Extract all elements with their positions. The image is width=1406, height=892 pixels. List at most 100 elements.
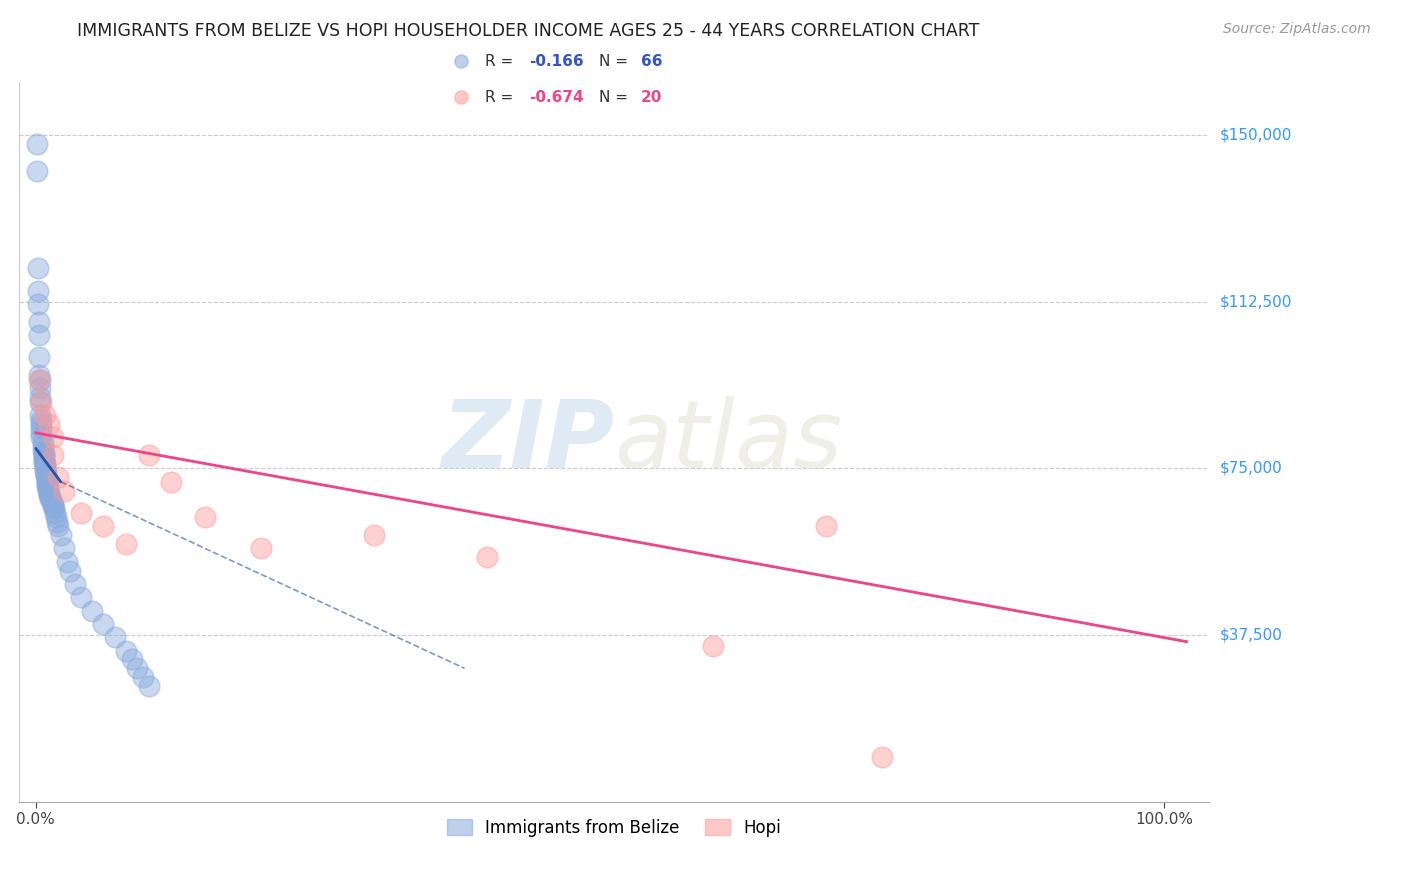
Text: atlas: atlas: [614, 396, 842, 487]
Point: [34, 464, 56, 478]
Point: [363, 528, 385, 542]
Point: [42, 499, 65, 513]
Point: [27, 284, 49, 298]
Point: [35, 470, 58, 484]
Point: [34, 461, 56, 475]
Point: [35, 468, 58, 483]
Point: [31, 443, 53, 458]
Point: [31, 434, 53, 449]
Point: [250, 541, 273, 556]
Point: [30, 425, 52, 440]
Point: [30, 372, 52, 386]
Text: $112,500: $112,500: [1220, 294, 1292, 310]
Point: [82, 603, 104, 617]
Text: -0.166: -0.166: [529, 54, 583, 69]
Legend: Immigrants from Belize, Hopi: Immigrants from Belize, Hopi: [440, 813, 787, 844]
Point: [32, 450, 55, 465]
Text: R =: R =: [485, 54, 517, 69]
Point: [35, 466, 58, 480]
Text: $37,500: $37,500: [1220, 627, 1284, 642]
Text: N =: N =: [599, 54, 633, 69]
Point: [37, 483, 59, 498]
Point: [35, 475, 58, 489]
Text: R =: R =: [485, 89, 517, 104]
Point: [48, 519, 70, 533]
Text: $75,000: $75,000: [1220, 461, 1282, 476]
Point: [93, 616, 115, 631]
Point: [28, 368, 51, 383]
Point: [870, 750, 893, 764]
Point: [450, 90, 472, 104]
Point: [27, 261, 49, 276]
Point: [53, 483, 76, 498]
Point: [30, 390, 52, 404]
Point: [30, 421, 52, 435]
Point: [30, 430, 52, 444]
Text: -0.674: -0.674: [529, 89, 583, 104]
Point: [35, 477, 58, 491]
Point: [27, 297, 49, 311]
Point: [30, 412, 52, 426]
Point: [44, 506, 66, 520]
Point: [35, 479, 58, 493]
Point: [42, 448, 65, 462]
Point: [32, 448, 55, 462]
Point: [34, 457, 56, 471]
Point: [38, 417, 60, 431]
Point: [70, 506, 93, 520]
Text: Source: ZipAtlas.com: Source: ZipAtlas.com: [1223, 22, 1371, 37]
Point: [28, 372, 51, 386]
Point: [37, 482, 59, 496]
Point: [30, 417, 52, 431]
Point: [39, 490, 62, 504]
Point: [45, 510, 67, 524]
Point: [38, 488, 60, 502]
Point: [42, 501, 65, 516]
Point: [115, 643, 138, 657]
Point: [138, 679, 160, 693]
Point: [46, 515, 69, 529]
Point: [30, 381, 52, 395]
Point: [104, 630, 127, 644]
Point: [70, 591, 93, 605]
Text: 20: 20: [641, 89, 662, 104]
Point: [28, 351, 51, 365]
Text: 66: 66: [641, 54, 662, 69]
Point: [32, 455, 55, 469]
Point: [42, 497, 65, 511]
Point: [475, 550, 498, 565]
Point: [42, 430, 65, 444]
Point: [127, 661, 149, 675]
Point: [28, 315, 51, 329]
Point: [30, 394, 52, 409]
Text: $150,000: $150,000: [1220, 128, 1292, 143]
Point: [32, 446, 55, 460]
Point: [121, 652, 143, 666]
Point: [28, 328, 51, 343]
Text: IMMIGRANTS FROM BELIZE VS HOPI HOUSEHOLDER INCOME AGES 25 - 44 YEARS CORRELATION: IMMIGRANTS FROM BELIZE VS HOPI HOUSEHOLD…: [77, 22, 980, 40]
Point: [115, 537, 138, 551]
Point: [59, 564, 82, 578]
Point: [53, 541, 76, 556]
Point: [34, 459, 56, 474]
Point: [30, 408, 52, 422]
Point: [702, 639, 724, 653]
Point: [35, 473, 58, 487]
Point: [32, 452, 55, 467]
Text: N =: N =: [599, 89, 633, 104]
Point: [31, 439, 53, 453]
Point: [25, 163, 48, 178]
Point: [93, 519, 115, 533]
Point: [138, 448, 160, 462]
Point: [132, 670, 155, 684]
Point: [48, 470, 70, 484]
Point: [56, 555, 79, 569]
Point: [814, 519, 837, 533]
Text: ZIP: ZIP: [441, 396, 614, 488]
Point: [39, 492, 62, 507]
Point: [450, 54, 472, 69]
Point: [30, 394, 52, 409]
Point: [160, 475, 183, 489]
Point: [65, 577, 87, 591]
Point: [194, 510, 217, 524]
